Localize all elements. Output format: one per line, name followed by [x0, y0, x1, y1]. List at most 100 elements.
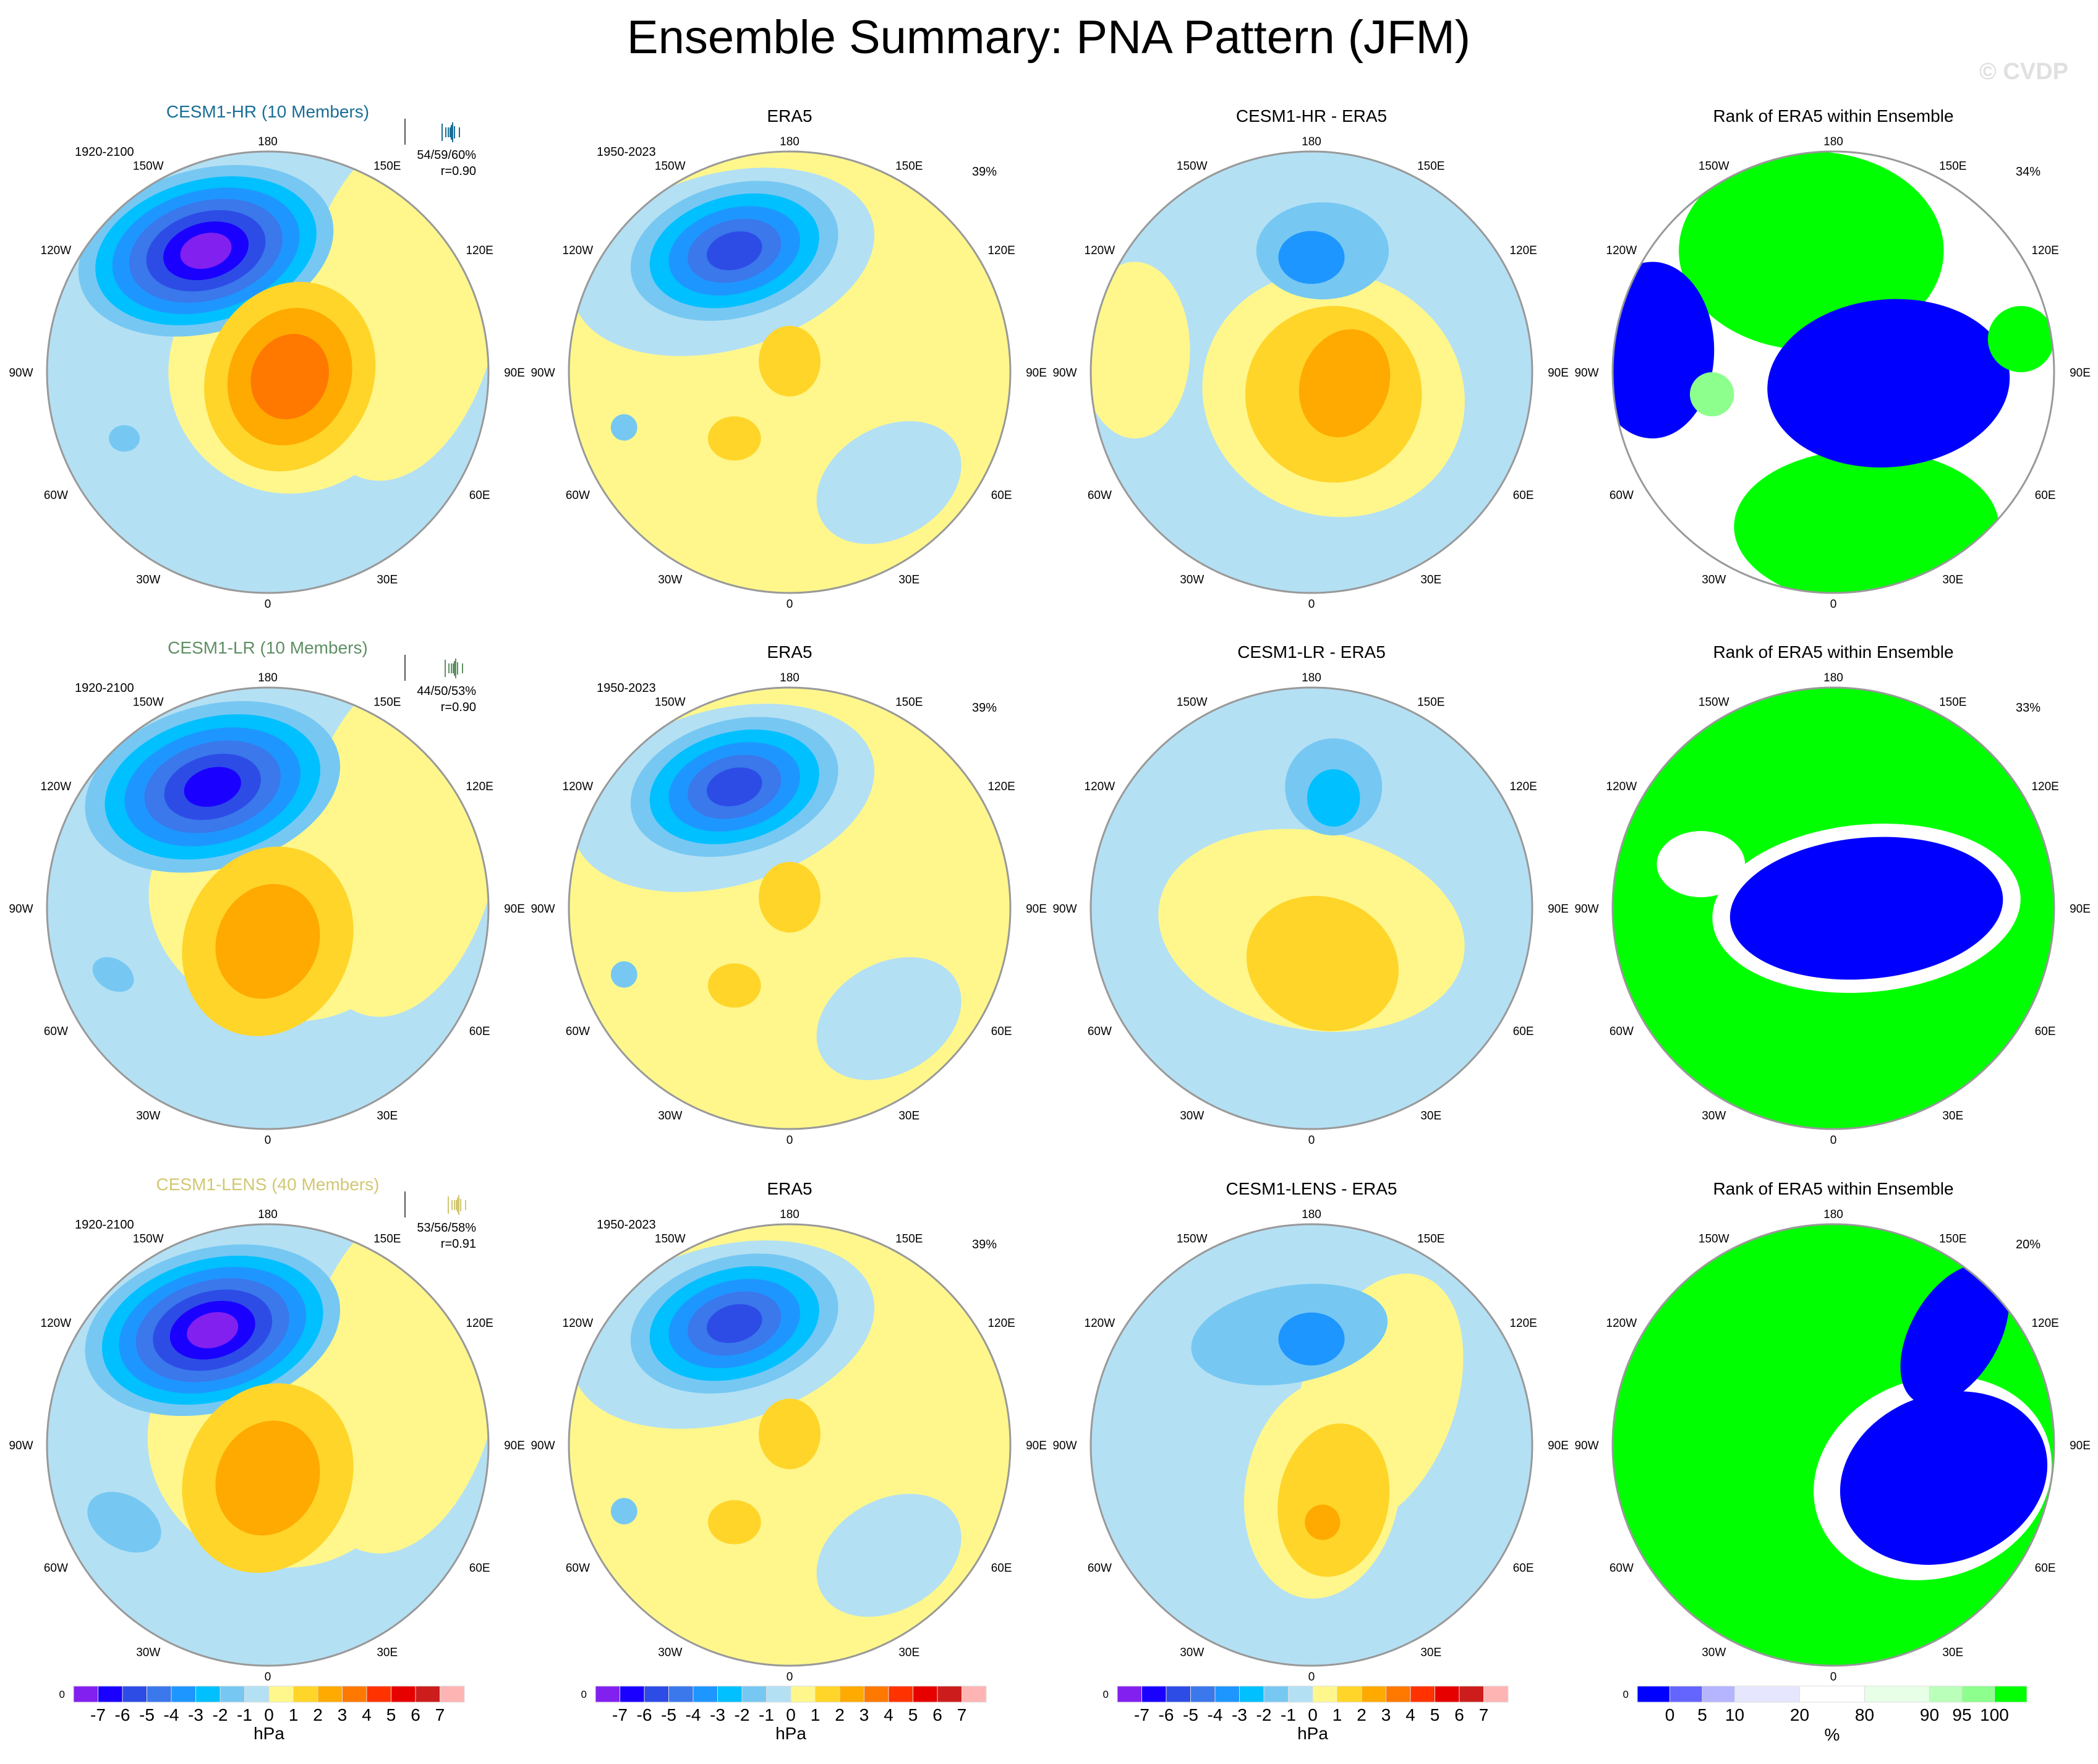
longitude-label: 150W	[1177, 1232, 1208, 1245]
longitude-label: 30W	[136, 1647, 160, 1660]
longitude-label: 60E	[2035, 1025, 2056, 1038]
colorbar-swatch	[1864, 1685, 1930, 1703]
colorbar-tick: 4	[1405, 1705, 1415, 1724]
map-boundary	[568, 1223, 1012, 1667]
colorbar-swatch	[888, 1685, 913, 1703]
colorbar-tick: -6	[115, 1705, 130, 1724]
longitude-label: 90E	[2070, 903, 2091, 916]
longitude-label: 150E	[1417, 696, 1444, 709]
contour-region	[816, 421, 962, 544]
period-label: 1920-2100	[75, 1218, 134, 1232]
contour-region	[707, 963, 761, 1008]
longitude-label: 30W	[658, 1647, 682, 1660]
longitude-label: 30E	[377, 1647, 398, 1660]
longitude-label: 90W	[1574, 1439, 1598, 1452]
pattern-correlation: r=0.90	[441, 164, 476, 178]
longitude-label: 120E	[466, 244, 493, 257]
map-panel-rank: 180 150E 120E 90E 60E 30E 0 30W 60W 90W 120W 150W Ra…	[1574, 642, 2090, 1147]
colorbar-swatch	[1190, 1685, 1216, 1703]
longitude-label: 180	[258, 671, 278, 684]
colorbar-swatch	[1386, 1685, 1411, 1703]
colorbar-tick: 5	[1697, 1705, 1707, 1724]
map-field	[47, 151, 488, 593]
colorbar-swatch	[864, 1685, 889, 1703]
longitude-label: 150E	[1417, 1232, 1444, 1245]
longitude-label: 90E	[1548, 367, 1569, 380]
contour-region	[610, 414, 638, 441]
map-field	[1091, 1224, 1532, 1666]
colorbar-tick: 1	[289, 1705, 299, 1724]
longitude-label: 30E	[1942, 574, 1963, 587]
longitude-label: 90E	[504, 903, 525, 916]
colorbar-tick: 4	[362, 1705, 372, 1724]
longitude-label: 90E	[1026, 367, 1047, 380]
map-panel-obs: 180 150E 120E 90E 60E 30E 0 30W 60W 90W 120W 150W ER…	[531, 1179, 1046, 1684]
colorbar-tick: 0	[1308, 1705, 1318, 1724]
colorbar-swatch	[1961, 1685, 1995, 1703]
map-panel-model: 180 150E 120E 90E 60E 30E 0 30W 60W 90W 120W 150W CE…	[9, 1175, 524, 1684]
contour-region	[610, 961, 638, 988]
colorbar-swatch	[766, 1685, 791, 1703]
colorbar-swatch	[1799, 1685, 1865, 1703]
longitude-label: 90E	[2070, 367, 2091, 380]
map-boundary	[568, 686, 1012, 1130]
colorbar-zero-label: 0	[59, 1689, 65, 1700]
longitude-label: 120E	[466, 1317, 493, 1330]
colorbar-swatch	[317, 1685, 343, 1703]
panel-title: CESM1-HR - ERA5	[1236, 106, 1387, 126]
longitude-label: 0	[265, 1671, 271, 1684]
colorbar-swatch	[244, 1685, 270, 1703]
map-panel-obs: 180 150E 120E 90E 60E 30E 0 30W 60W 90W 120W 150W ER…	[531, 642, 1046, 1147]
colorbar-tick: -5	[139, 1705, 155, 1724]
longitude-label: 180	[258, 135, 278, 148]
colorbar-swatch	[1669, 1685, 1703, 1703]
colorbar-tick: 7	[435, 1705, 445, 1724]
longitude-label: 150W	[1699, 1232, 1729, 1245]
contour-region	[1689, 372, 1734, 417]
pattern-pct: 34%	[2016, 165, 2040, 179]
longitude-label: 150W	[1177, 160, 1208, 173]
colorbar-tick: -2	[735, 1705, 750, 1724]
longitude-label: 150W	[655, 1232, 686, 1245]
map-panel-model: 180 150E 120E 90E 60E 30E 0 30W 60W 90W 120W 150W CE…	[9, 638, 525, 1147]
longitude-label: 60E	[991, 489, 1012, 502]
contour-region	[816, 1494, 962, 1617]
map-boundary	[46, 686, 490, 1130]
colorbar-swatch	[366, 1685, 391, 1703]
longitude-label: 90W	[1052, 1439, 1077, 1452]
longitude-label: 30E	[1942, 1647, 1963, 1660]
longitude-label: 180	[1302, 671, 1321, 684]
longitude-label: 120W	[1606, 1317, 1637, 1330]
longitude-label: 180	[1302, 1208, 1321, 1221]
longitude-label: 0	[1308, 1671, 1315, 1684]
colorbar-swatch	[693, 1685, 718, 1703]
colorbar-tick: 2	[1357, 1705, 1367, 1724]
longitude-label: 0	[265, 598, 271, 611]
colorbar-units: %	[1825, 1725, 1840, 1744]
period-label: 1920-2100	[75, 145, 134, 159]
colorbar-tick: -5	[1183, 1705, 1198, 1724]
colorbar-tick: 10	[1725, 1705, 1744, 1724]
colorbar-swatch	[147, 1685, 172, 1703]
contour-region	[92, 957, 134, 992]
longitude-label: 150E	[373, 1232, 401, 1245]
map-field	[1613, 688, 2054, 1129]
colorbar-swatch	[1288, 1685, 1313, 1703]
colorbar-swatch	[1459, 1685, 1484, 1703]
longitude-label: 150E	[373, 160, 401, 173]
longitude-label: 90W	[531, 903, 555, 916]
contour-region	[759, 1399, 821, 1470]
colorbar-tick: 6	[932, 1705, 942, 1724]
longitude-label: 60E	[1513, 1025, 1534, 1038]
longitude-label: 30W	[136, 1110, 160, 1123]
panel-title: ERA5	[767, 106, 812, 126]
colorbar-tick: 100	[1980, 1705, 2009, 1724]
colorbar-swatch	[790, 1685, 816, 1703]
longitude-label: 60W	[1088, 489, 1112, 502]
longitude-label: 30E	[1420, 574, 1441, 587]
longitude-label: 60W	[44, 489, 68, 502]
colorbar-tick: -3	[710, 1705, 725, 1724]
contour-region	[706, 231, 762, 271]
colorbar-tick: 2	[313, 1705, 323, 1724]
longitude-label: 60E	[2035, 1562, 2056, 1575]
